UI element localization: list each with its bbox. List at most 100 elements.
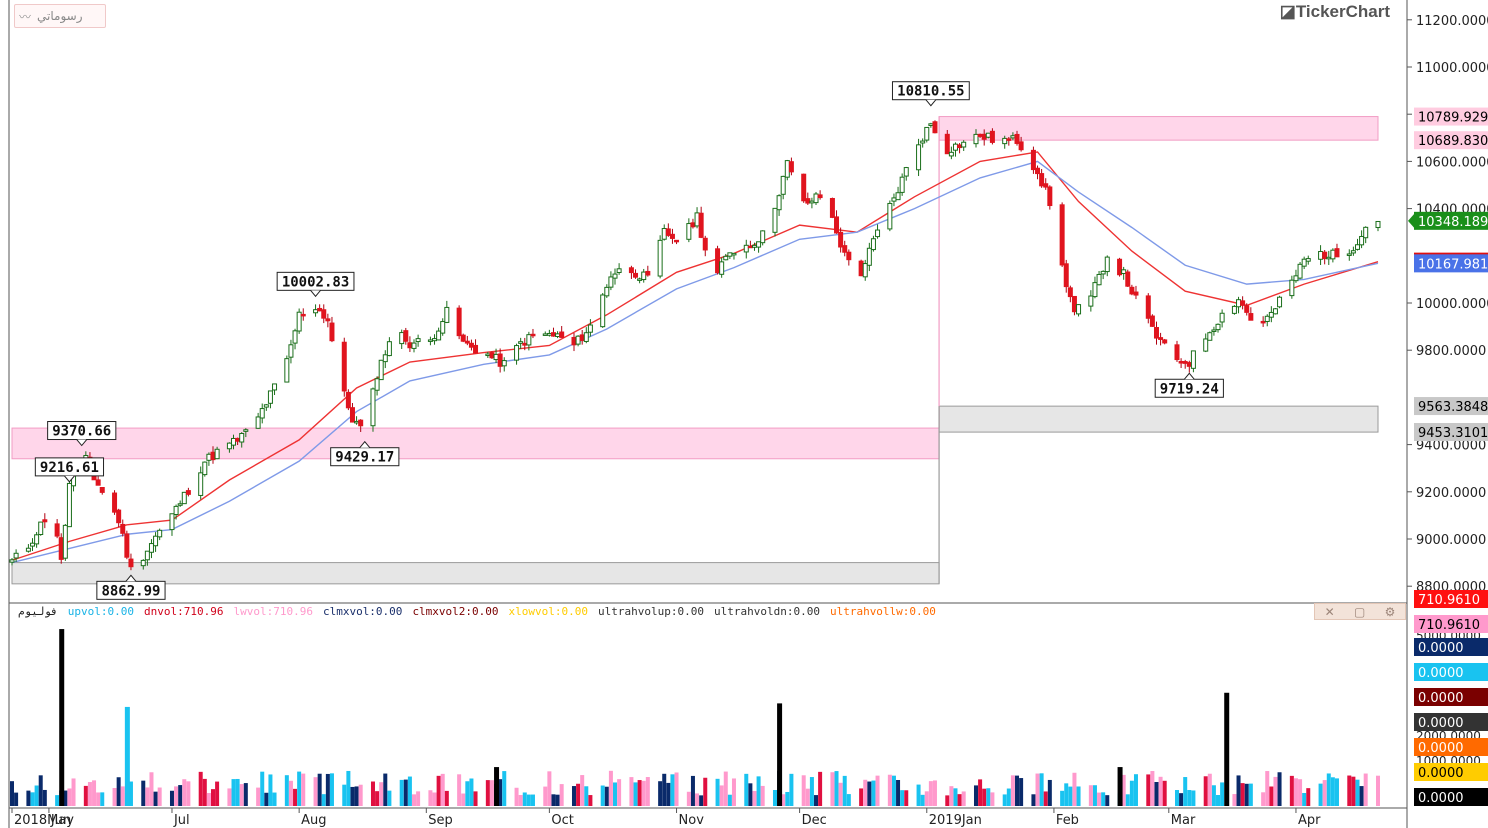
candle	[899, 173, 905, 196]
demand-zone-3	[938, 405, 1379, 433]
volume-bar	[432, 792, 437, 806]
candle	[895, 186, 901, 201]
volume-bar	[699, 795, 704, 806]
candle	[436, 327, 442, 341]
volume-bar	[457, 774, 462, 806]
volume-bar	[55, 795, 60, 806]
volume-bar	[1211, 785, 1216, 806]
volume-marker: 0.0000	[1414, 713, 1488, 731]
volume-bar	[530, 794, 535, 806]
candle	[185, 487, 191, 497]
candle	[255, 412, 261, 429]
candle	[948, 146, 954, 160]
price-tick-label: 11000.0000	[1416, 61, 1488, 76]
candle	[641, 268, 647, 283]
candle	[128, 553, 134, 571]
candle	[1067, 285, 1073, 303]
volume-bar	[403, 779, 408, 806]
volume-bar	[547, 771, 552, 806]
price-tick-label: 9400.0000	[1416, 439, 1486, 454]
volume-bar	[178, 785, 183, 806]
candle	[628, 265, 634, 279]
volume-marker-label: 0.0000	[1418, 766, 1464, 781]
volume-bar	[744, 773, 749, 806]
candle	[1039, 168, 1045, 188]
volume-bar	[30, 792, 35, 806]
volume-bar	[350, 786, 355, 806]
candle	[214, 446, 220, 460]
candle	[300, 308, 306, 321]
maximize-icon[interactable]: ▢	[1353, 604, 1366, 619]
volume-marker: 0.0000	[1414, 763, 1488, 781]
settings-icon[interactable]: ⚙	[1384, 604, 1396, 619]
volume-bar	[83, 785, 88, 806]
candle	[1006, 136, 1012, 146]
volume-bar	[1101, 792, 1106, 806]
volume-legend-item: ultrahvollw:0.00	[829, 605, 936, 618]
volume-bar	[830, 772, 835, 806]
volume-bar	[814, 795, 819, 806]
volume-spike	[1117, 767, 1123, 806]
candle	[665, 223, 671, 237]
chart-icon: ◪	[1279, 2, 1296, 21]
price-annotation: 9216.61	[34, 457, 105, 483]
time-tick-label: Nov	[679, 813, 705, 828]
candle	[1076, 304, 1082, 317]
candle	[1322, 250, 1328, 265]
volume-bar	[945, 795, 950, 806]
volume-bar	[260, 771, 265, 806]
candle	[731, 252, 737, 260]
candle	[1277, 295, 1283, 309]
volume-bar	[957, 794, 962, 806]
candle	[403, 327, 409, 345]
volume-bar	[715, 778, 720, 806]
candle	[173, 504, 179, 520]
volume-bar	[1265, 771, 1270, 806]
volume-bar	[112, 787, 117, 806]
candle	[382, 350, 388, 369]
supply-zone-0	[11, 427, 940, 460]
candle	[817, 190, 823, 200]
candle	[1211, 326, 1217, 336]
candle	[903, 166, 909, 181]
volume-bar	[1334, 778, 1339, 806]
candle	[944, 129, 950, 155]
volume-bar	[920, 794, 925, 806]
candle	[645, 265, 651, 277]
volume-bar	[719, 785, 724, 806]
volume-bar	[1150, 771, 1155, 806]
price-marker: 10167.9812	[1414, 254, 1488, 273]
candle	[415, 334, 421, 347]
volume-bar	[128, 781, 133, 806]
my-drawings-button[interactable]: 〰 رسوماتي	[14, 4, 106, 28]
price-marker: 10348.1895	[1408, 211, 1488, 230]
candle	[157, 528, 163, 541]
volume-bar	[436, 775, 441, 806]
volume-bar	[896, 779, 901, 806]
volume-marker-label: 710.9610	[1418, 618, 1480, 633]
volume-bar	[1076, 786, 1081, 806]
candle	[58, 533, 64, 564]
volume-bar	[1129, 780, 1134, 806]
time-tick-label: Jul	[173, 813, 190, 828]
volume-bar	[608, 770, 613, 806]
close-icon[interactable]: ✕	[1324, 604, 1335, 619]
volume-legend-item: clmxvol:0.00	[322, 605, 403, 618]
volume-bar	[1031, 794, 1036, 806]
candle	[526, 331, 532, 351]
volume-bar	[354, 786, 359, 806]
candle	[153, 532, 159, 552]
volume-bar	[748, 783, 753, 806]
candle	[780, 175, 786, 200]
volume-bar	[723, 771, 728, 806]
candle	[62, 524, 68, 561]
volume-bar	[641, 780, 646, 806]
volume-bar	[588, 795, 593, 806]
volume-bar	[502, 771, 507, 806]
volume-bar	[1236, 775, 1241, 806]
volume-bar	[1277, 772, 1282, 806]
candle	[1375, 220, 1381, 232]
candle	[1244, 303, 1250, 316]
candle	[715, 245, 721, 275]
volume-bar	[1183, 777, 1188, 806]
